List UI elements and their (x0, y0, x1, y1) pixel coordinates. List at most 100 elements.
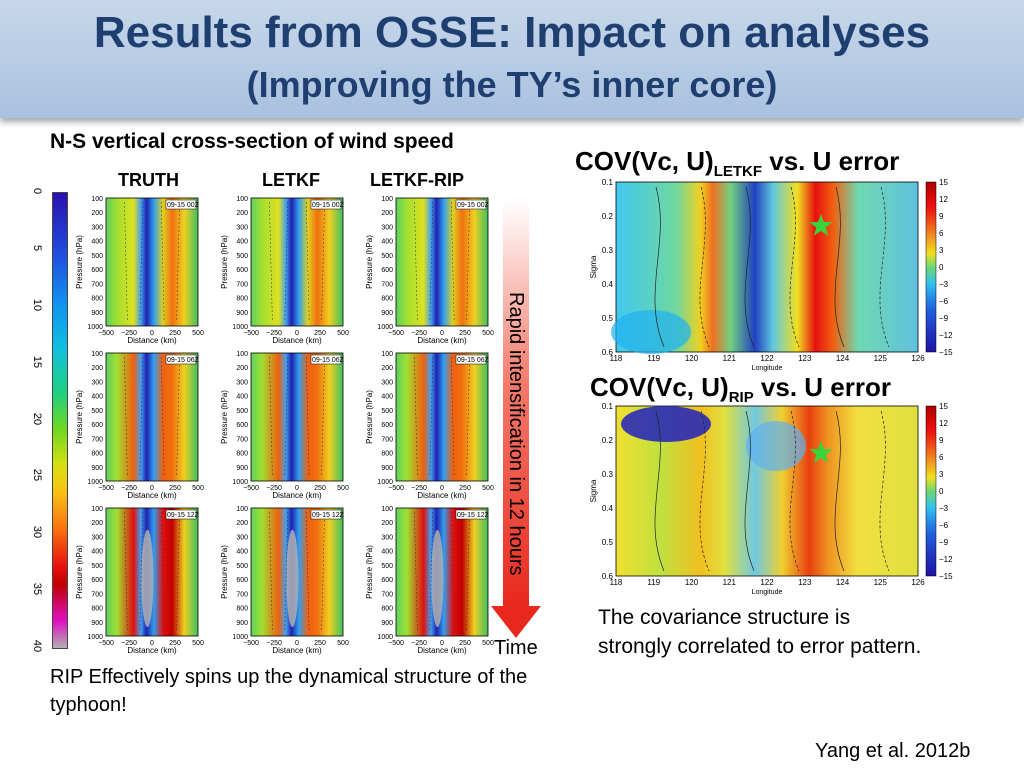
panel-contour (284, 201, 289, 323)
panel-contour (450, 356, 455, 478)
y-tick-label: 500 (236, 563, 248, 570)
y-tick-label: 900 (91, 310, 103, 317)
colorbar-tick: 10 (31, 298, 43, 311)
colorbar-tick-label: −12 (939, 331, 953, 340)
y-tick-label: 800 (381, 606, 393, 613)
panel-time-label: 09-15 12Z (312, 512, 345, 519)
colorbar-tick-label: −9 (939, 314, 949, 323)
colorbar-tick-label: −3 (939, 280, 949, 289)
panel-contour (429, 511, 434, 633)
panel-time-box (310, 509, 342, 520)
y-tick-label: 100 (381, 351, 393, 358)
cross-section-panel: 09-15 06Z 100 200 300 400 500 600 700 800 900 1000… (220, 351, 349, 500)
y-tick-label: 500 (91, 408, 103, 415)
y-tick-label: 400 (236, 549, 248, 556)
cross-section-panel: 09-15 00Z 100 200 300 400 500 600 700 800 900 1000… (220, 196, 349, 345)
x-tick-label: −500 (388, 485, 404, 492)
x-tick-label: 123 (798, 354, 812, 363)
x-tick-label: −250 (121, 640, 137, 647)
panel-time-label: 09-15 06Z (312, 357, 345, 364)
panel-contour (124, 356, 128, 478)
y-tick-label: 100 (381, 196, 393, 203)
y-tick-label: 1000 (87, 324, 103, 331)
panel-contour (124, 201, 128, 323)
x-tick-label: 125 (874, 354, 888, 363)
colorbar-tick-label: −9 (939, 538, 949, 547)
y-tick-label: 500 (236, 408, 248, 415)
contour-line (699, 186, 710, 348)
x-axis-label: Distance (km) (272, 491, 322, 500)
contour-line (654, 410, 665, 572)
panel-contour (414, 201, 418, 323)
panel-contour (176, 511, 180, 633)
y-tick-label: 200 (91, 520, 103, 527)
y-tick-label: 1000 (232, 634, 248, 641)
x-tick-label: −500 (98, 485, 114, 492)
y-tick-label: 500 (381, 253, 393, 260)
x-tick-label: 500 (192, 640, 204, 647)
panel-contour (139, 511, 144, 633)
y-axis-label: Sigma (589, 479, 598, 502)
x-tick-label: 0 (295, 640, 299, 647)
x-tick-label: −250 (121, 330, 137, 337)
x-tick-label: 0 (440, 485, 444, 492)
cov-title-rip-suffix: vs. U error (753, 372, 891, 402)
left-caption: RIP Effectively spins up the dynamical s… (50, 666, 528, 716)
colorbar-tick-label: 0 (939, 263, 944, 272)
panel-contour (284, 356, 289, 478)
colorbar-tick-label: −15 (939, 348, 953, 357)
x-axis-label: Distance (km) (417, 336, 467, 345)
y-tick-label: 0.4 (602, 280, 614, 289)
y-tick-label: 400 (381, 394, 393, 401)
contour-line (789, 186, 800, 348)
y-tick-label: 700 (381, 591, 393, 598)
y-tick-label: 100 (91, 351, 103, 358)
panel-time-box (455, 509, 487, 520)
x-tick-label: −500 (98, 640, 114, 647)
colorbar-tick-label: 15 (939, 178, 948, 187)
y-tick-label: 400 (236, 239, 248, 246)
panel-time-box (455, 354, 487, 365)
y-axis-label: Pressure (hPa) (220, 545, 229, 599)
cross-section-grid: 09-15 00Z1002003004005006007008009001000… (75, 196, 494, 655)
panel-contour (284, 511, 289, 633)
x-tick-label: −250 (411, 485, 427, 492)
panel-contour (321, 511, 325, 633)
cov-title-rip-prefix: COV(Vc, U) (590, 372, 729, 402)
contour-line (744, 410, 755, 572)
panel-contour (305, 511, 310, 633)
y-tick-label: 300 (91, 379, 103, 386)
colorbar-tick-label: −6 (939, 297, 949, 306)
y-tick-label: 1000 (87, 479, 103, 486)
covariance-colorbar (925, 181, 937, 353)
y-tick-label: 0.2 (602, 436, 614, 445)
y-tick-label: 300 (381, 224, 393, 231)
panel-contour (466, 511, 470, 633)
y-tick-label: 0.2 (602, 212, 614, 221)
colorbar-tick-label: 12 (939, 195, 948, 204)
colorbar-tick-label: 9 (939, 436, 944, 445)
panel-contour (321, 201, 325, 323)
wind-speed-colorbar (52, 192, 68, 649)
panel-time-label: 09-15 00Z (457, 202, 490, 209)
y-tick-label: 200 (381, 520, 393, 527)
x-axis-label: Distance (km) (272, 336, 322, 345)
x-tick-label: 0 (295, 485, 299, 492)
x-tick-label: 500 (482, 640, 494, 647)
negative-region (611, 310, 691, 354)
y-axis-label: Pressure (hPa) (75, 390, 84, 444)
panel-time-label: 09-15 06Z (167, 357, 200, 364)
y-tick-label: 900 (381, 310, 393, 317)
x-tick-label: 121 (723, 578, 737, 587)
panel-field (250, 197, 344, 327)
panel-contour (176, 356, 180, 478)
y-tick-label: 600 (236, 577, 248, 584)
panel-core-shading (431, 529, 444, 628)
x-tick-label: 500 (482, 330, 494, 337)
panel-contour (429, 201, 434, 323)
x-tick-label: 120 (685, 578, 699, 587)
colorbar-tick-label: 9 (939, 212, 944, 221)
x-tick-label: 250 (459, 330, 471, 337)
